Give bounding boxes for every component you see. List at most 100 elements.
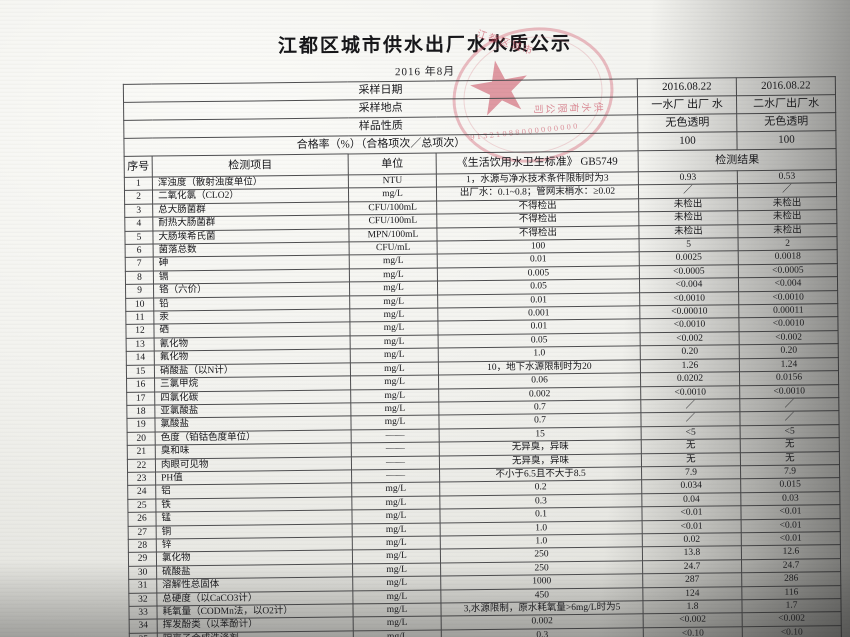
cell-no: 18 — [126, 404, 155, 419]
cell-result-plant1: <0.01 — [641, 505, 742, 521]
cell-result-plant1: ／ — [640, 398, 740, 414]
cell-unit: mg/L — [352, 576, 441, 591]
cell-unit: mg/L — [352, 549, 441, 564]
cell-result-plant2: <0.10 — [742, 625, 842, 637]
cell-result-plant2: 未检出 — [737, 209, 837, 225]
cell-result-plant2: <0.01 — [741, 531, 841, 547]
cell-no: 33 — [128, 606, 158, 620]
cell-result-plant2: 116 — [741, 585, 841, 600]
cell-result-plant1: 0.93 — [638, 170, 738, 186]
cell-result-plant1: 未检出 — [638, 197, 738, 213]
cell-result-plant1: 0.04 — [641, 492, 741, 507]
cell-result-plant1: 0.0202 — [640, 371, 740, 387]
cell-result-plant1: ／ — [638, 184, 738, 199]
cell-no: 23 — [127, 471, 156, 486]
cell-unit: mg/L — [352, 589, 441, 604]
cell-unit: mg/L — [350, 401, 439, 417]
cell-no: 34 — [129, 619, 158, 634]
cell-unit: mg/L — [353, 616, 442, 631]
cell-no: 4 — [124, 217, 153, 231]
cell-result-plant1: 1.26 — [640, 358, 740, 373]
cell-unit: mg/L — [349, 321, 439, 336]
cell-result-plant1: 7.9 — [641, 465, 741, 481]
info-row-plant1: 无色透明 — [637, 113, 737, 133]
cell-no: 28 — [128, 539, 157, 553]
cell-unit: CFU/mL — [349, 241, 438, 256]
cell-unit: mg/L — [351, 482, 440, 497]
cell-unit: mg/L — [352, 535, 441, 551]
cell-result-plant1: 287 — [642, 572, 742, 588]
cell-unit: mg/L — [350, 375, 439, 390]
col-header-standard: 《生活饮用水卫生标准》 GB5749 — [436, 150, 639, 174]
cell-result-plant2: 286 — [741, 571, 841, 587]
cell-unit: mg/L — [349, 294, 438, 309]
cell-unit: mg/L — [350, 388, 439, 403]
cell-result-plant2: 无 — [740, 451, 840, 466]
cell-result-plant1: <0.0010 — [639, 318, 740, 333]
cell-result-plant2: 0.53 — [737, 169, 837, 185]
cell-no: 19 — [126, 418, 156, 433]
cell-result-plant2: 2 — [738, 236, 838, 252]
cell-result-plant1: ／ — [640, 412, 741, 427]
cell-result-plant2: <0.002 — [739, 330, 839, 345]
cell-unit: mg/L — [350, 334, 439, 350]
cell-unit: NTU — [348, 173, 437, 189]
cell-result-plant1: <0.0010 — [640, 385, 740, 400]
cell-result-plant2: <0.0010 — [739, 384, 839, 399]
cell-no: 10 — [125, 297, 154, 312]
cell-no: 16 — [126, 378, 155, 392]
col-header-unit: 单位 — [348, 152, 437, 175]
cell-no: 32 — [128, 592, 157, 607]
cell-unit: —— — [351, 468, 440, 484]
cell-result-plant1: <0.002 — [643, 613, 743, 628]
col-header-no: 序号 — [124, 156, 153, 178]
cell-no: 35 — [129, 632, 158, 637]
cell-unit: mg/L — [351, 495, 440, 511]
cell-result-plant1: 0.034 — [641, 479, 741, 494]
cell-no: 26 — [127, 512, 157, 526]
cell-result-plant1: <0.10 — [643, 626, 743, 637]
cell-no: 29 — [128, 552, 157, 567]
info-row-plant2: 无色透明 — [736, 112, 836, 132]
cell-unit: mg/L — [350, 348, 439, 363]
cell-result-plant1: <0.0005 — [639, 264, 739, 280]
cell-result-plant2: <0.0010 — [738, 317, 839, 332]
cell-result-plant2: 7.9 — [740, 464, 840, 480]
cell-unit: CFU/100mL — [348, 200, 437, 216]
cell-result-plant1: <0.01 — [642, 519, 742, 534]
cell-result-plant2: 0.03 — [740, 491, 840, 506]
water-quality-table-wrap: 采样日期 2016.08.22 2016.08.22 采样地点 一水厂 出厂 水二水厂出… — [123, 76, 842, 637]
cell-unit: mg/L — [348, 187, 437, 202]
cell-no: 24 — [127, 485, 156, 500]
cell-result-plant2: <0.0005 — [738, 263, 838, 278]
cell-result-plant1: 0.0025 — [639, 251, 739, 266]
cell-result-plant2: 未检出 — [737, 196, 837, 211]
info-row-plant2: 2016.08.22 — [736, 76, 836, 96]
title-block: 江都区城市供水出厂水水质公示 2016 年8月 — [0, 26, 850, 82]
cell-result-plant2: ／ — [737, 183, 837, 198]
cell-result-plant2: <0.01 — [741, 518, 841, 533]
cell-unit: mg/L — [353, 629, 442, 637]
cell-unit: MPN/100mL — [348, 227, 438, 242]
cell-result-plant1: 24.7 — [642, 559, 742, 574]
cell-unit: CFU/100mL — [348, 214, 437, 229]
cell-unit: mg/L — [349, 254, 438, 269]
cell-result-plant1: 1.8 — [642, 599, 743, 615]
cell-no: 17 — [126, 391, 155, 406]
cell-unit: mg/L — [352, 562, 441, 578]
cell-result-plant1: <0.0010 — [639, 291, 739, 306]
col-header-result: 检测结果 — [638, 148, 837, 172]
cell-result-plant2: 0.20 — [739, 343, 839, 359]
cell-result-plant2: ／ — [739, 410, 840, 426]
cell-no: 13 — [126, 337, 155, 352]
cell-unit: mg/L — [352, 522, 441, 537]
cell-no: 7 — [125, 257, 154, 272]
cell-result-plant2: <0.01 — [740, 504, 841, 520]
cell-unit: mg/L — [352, 602, 442, 618]
info-row-plant1: 2016.08.22 — [637, 77, 737, 97]
cell-unit: mg/L — [350, 415, 440, 430]
cell-no: 22 — [127, 458, 156, 473]
cell-no: 3 — [124, 203, 153, 218]
cell-result-plant1: 无 — [641, 452, 741, 467]
